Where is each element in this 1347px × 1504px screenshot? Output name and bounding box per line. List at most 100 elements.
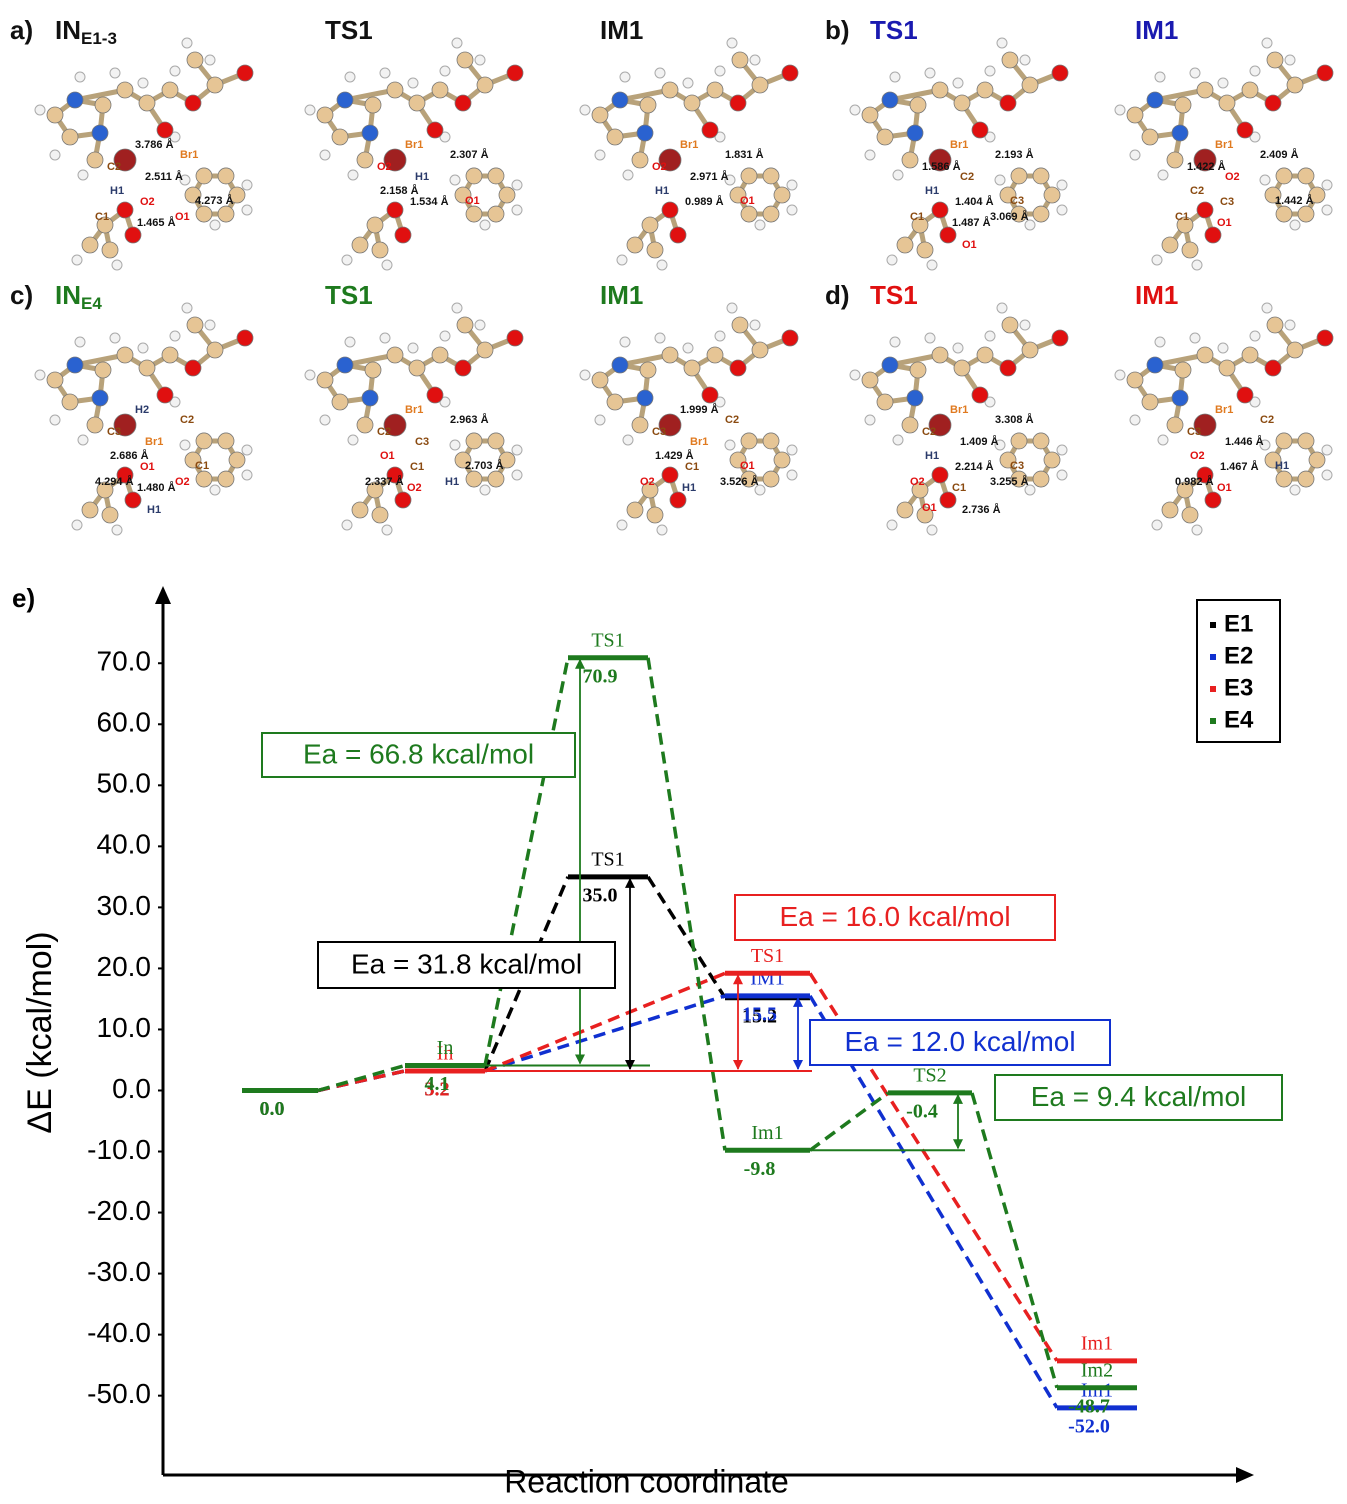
connector (318, 1065, 405, 1090)
atom (1276, 471, 1292, 487)
hydrogen (850, 370, 860, 380)
atom (1237, 387, 1253, 403)
atom (218, 206, 234, 222)
atom (317, 107, 333, 123)
level-name: TS1 (591, 629, 624, 651)
hydrogen (112, 525, 122, 535)
connector (972, 1093, 1057, 1388)
atom (488, 471, 504, 487)
atom (1000, 360, 1016, 376)
atom (882, 92, 898, 108)
atom (218, 471, 234, 487)
hydrogen (450, 175, 460, 185)
hydrogen (170, 331, 180, 341)
atom (196, 433, 212, 449)
hydrogen (1057, 445, 1067, 455)
atom (432, 82, 448, 98)
hydrogen (182, 303, 192, 313)
hydrogen (242, 205, 252, 215)
level-name: TS1 (591, 848, 624, 870)
atom (207, 77, 223, 93)
atom (337, 357, 353, 373)
atom-label: 1.467 Å (1220, 460, 1259, 473)
hydrogen (985, 66, 995, 76)
hydrogen (1218, 78, 1228, 88)
level-name: TS1 (751, 945, 784, 967)
hydrogen (927, 525, 937, 535)
hydrogen (342, 520, 352, 530)
structure-title: TS1 (870, 15, 918, 45)
hydrogen (1190, 333, 1200, 343)
atom (1162, 502, 1178, 518)
hydrogen (1152, 255, 1162, 265)
y-tick-label: -50.0 (87, 1378, 151, 1409)
x-axis-arrow (1236, 1467, 1254, 1483)
atom (592, 372, 608, 388)
atom-label: H1 (110, 185, 124, 197)
atom-label: 1.446 Å (1225, 435, 1264, 448)
atom-label: H1 (682, 482, 696, 494)
hydrogen (1155, 72, 1165, 82)
structure-title: IM1 (600, 280, 643, 310)
hydrogen (1322, 445, 1332, 455)
atom (972, 122, 988, 138)
connector (485, 658, 568, 1066)
hydrogen (1158, 435, 1168, 445)
hydrogen (320, 150, 330, 160)
atom-label: 0.989 Å (685, 195, 724, 208)
atom-label: C3 (107, 426, 121, 438)
atom-label: Br1 (950, 404, 968, 416)
atom (1182, 507, 1198, 523)
atom (352, 237, 368, 253)
molecule: 1.999 ÅC2C3Br11.429 ÅC1O1O2H13.526 Å (580, 303, 798, 535)
hydrogen (620, 337, 630, 347)
atom (932, 467, 948, 483)
atom-label: H1 (445, 476, 459, 488)
atom (1033, 471, 1049, 487)
atom (365, 97, 381, 113)
structure-title: TS1 (325, 280, 373, 310)
hydrogen (475, 55, 485, 65)
level-name: Im2 (1081, 1359, 1113, 1381)
atom-label: O2 (407, 482, 422, 494)
hydrogen (382, 260, 392, 270)
atom-label: 1.999 Å (680, 403, 719, 416)
annotation: Ea = 66.8 kcal/mol (303, 738, 534, 769)
atom (640, 362, 656, 378)
atom (607, 129, 623, 145)
atom-label: 4.273 Å (195, 194, 234, 207)
y-axis-arrow (155, 586, 171, 604)
y-tick-label: 40.0 (97, 829, 152, 860)
atom (457, 52, 473, 68)
atom (95, 362, 111, 378)
atom (218, 433, 234, 449)
hydrogen (205, 320, 215, 330)
atom-label: C2 (922, 426, 936, 438)
atom (897, 502, 913, 518)
atom (707, 82, 723, 98)
legend-marker (1210, 686, 1216, 692)
atom (1317, 65, 1333, 81)
hydrogen (1130, 150, 1140, 160)
atom (637, 390, 653, 406)
atom (1298, 206, 1314, 222)
hydrogen (512, 445, 522, 455)
atom (62, 394, 78, 410)
atom-label: 3.308 Å (995, 413, 1034, 426)
hydrogen (170, 66, 180, 76)
level-value: -52.0 (1068, 1415, 1110, 1437)
hydrogen (925, 68, 935, 78)
atom-label: C1 (685, 461, 699, 473)
atom (117, 347, 133, 363)
atom (139, 95, 155, 111)
atom (87, 152, 103, 168)
atom (82, 502, 98, 518)
hydrogen (408, 343, 418, 353)
atom (185, 360, 201, 376)
hydrogen (1322, 205, 1332, 215)
hydrogen (345, 72, 355, 82)
hydrogen (138, 343, 148, 353)
atom-label: C1 (195, 460, 209, 472)
atom-label: Br1 (680, 139, 698, 151)
atom (196, 206, 212, 222)
